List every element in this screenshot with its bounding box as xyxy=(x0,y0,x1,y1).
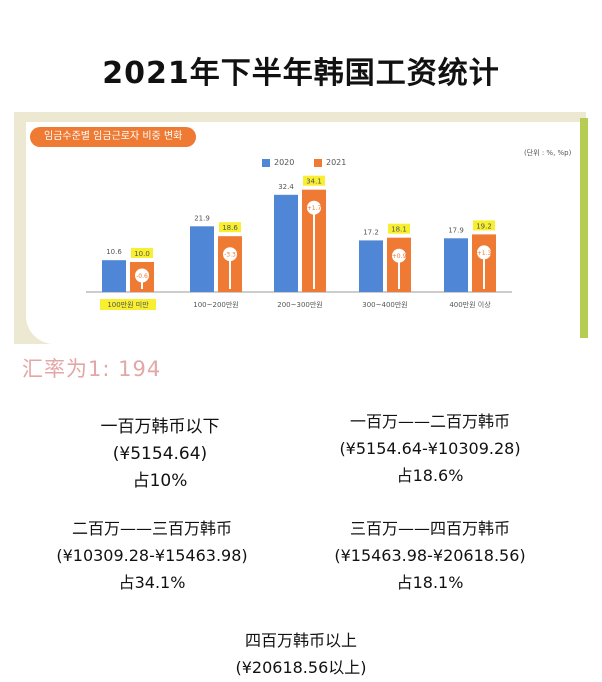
change-label-2: -3.3 xyxy=(224,252,236,259)
value-label-2021-5: 19.2 xyxy=(476,222,492,230)
category-label-5: 400만원 이상 xyxy=(449,300,491,309)
value-highlight-3 xyxy=(303,175,325,186)
bracket-3-yuan: (¥10309.28-¥15463.98) xyxy=(56,546,248,565)
bracket-4-share: 占18.1% xyxy=(396,573,464,592)
value-label-2021-2: 18.6 xyxy=(222,224,238,232)
bracket-2-share: 占18.6% xyxy=(396,466,464,485)
legend-swatch-2021 xyxy=(314,158,322,167)
change-badge-3 xyxy=(307,200,321,215)
chart-title: 임금수준별 임금근로자 비중 변화 xyxy=(30,127,197,147)
value-label-2021-1: 10.0 xyxy=(134,250,150,258)
value-label-2020-5: 17.9 xyxy=(448,226,464,234)
bracket-5-yuan: (¥20618.56以上) xyxy=(235,658,367,677)
legend-swatch-2020 xyxy=(262,158,270,167)
value-label-2021-4: 18.1 xyxy=(391,226,407,234)
change-label-5: +1.3 xyxy=(477,250,492,257)
category-label-3: 200~300만원 xyxy=(277,300,322,309)
bracket-3: 二百万——三百万韩币 (¥10309.28-¥15463.98) 占34.1% xyxy=(22,515,282,596)
bar-2020-5 xyxy=(444,238,468,292)
bracket-2: 一百万——二百万韩币 (¥5154.64-¥10309.28) 占18.6% xyxy=(300,408,560,489)
category-label-1: 100만원 미만 xyxy=(107,300,149,309)
change-label-4: +0.9 xyxy=(392,253,407,260)
bracket-1: 一百万韩币以下 (¥5154.64) 占10% xyxy=(50,414,270,495)
bracket-2-yuan: (¥5154.64-¥10309.28) xyxy=(339,439,521,458)
bracket-1-range: 一百万韩币以下 xyxy=(100,417,220,437)
value-highlight-4 xyxy=(388,223,410,234)
bracket-2-range: 一百万——二百万韩币 xyxy=(349,412,510,431)
legend-label-2021: 2021 xyxy=(326,158,347,167)
value-label-2020-3: 32.4 xyxy=(278,183,294,191)
change-badge-1 xyxy=(135,268,149,283)
value-label-2020-2: 21.9 xyxy=(194,214,210,222)
unit-label: (단위 : %, %p) xyxy=(524,149,572,157)
category-label-2: 100~200만원 xyxy=(193,300,238,309)
bracket-4-range: 三百万——四百万韩币 xyxy=(349,519,510,538)
value-label-2020-1: 10.6 xyxy=(106,248,122,256)
legend-2020: 2020 xyxy=(262,158,294,167)
value-highlight-5 xyxy=(473,220,495,231)
change-label-1: -0.6 xyxy=(136,273,148,280)
bracket-5-range: 四百万韩币以上 xyxy=(244,631,357,650)
category-highlight-1 xyxy=(100,299,156,310)
bracket-1-yuan: (¥5154.64) xyxy=(112,444,208,464)
bracket-4: 三百万——四百万韩币 (¥15463.98-¥20618.56) 占18.1% xyxy=(300,515,560,596)
value-highlight-1 xyxy=(131,248,153,258)
panel-accent-bar xyxy=(580,118,588,338)
bar-2020-4 xyxy=(359,240,383,292)
bracket-5: 四百万韩币以上 (¥20618.56以上) xyxy=(171,627,431,681)
page-title: 2021年下半年韩国工资统计 xyxy=(102,56,500,91)
change-label-3: +1.7 xyxy=(307,205,322,212)
bracket-1-share: 占10% xyxy=(132,471,188,491)
bracket-3-share: 占34.1% xyxy=(118,573,186,592)
bar-2020-2 xyxy=(190,226,214,292)
exchange-rate-label: 汇率为1: 194 xyxy=(22,357,162,381)
value-label-2020-4: 17.2 xyxy=(363,228,379,236)
bracket-3-range: 二百万——三百万韩币 xyxy=(71,519,232,538)
legend-label-2020: 2020 xyxy=(274,158,295,167)
bracket-4-yuan: (¥15463.98-¥20618.56) xyxy=(334,546,526,565)
value-highlight-2 xyxy=(219,222,241,233)
value-label-2021-3: 34.1 xyxy=(306,178,322,186)
change-badge-2 xyxy=(223,247,237,262)
change-badge-5 xyxy=(477,245,491,260)
legend-2021: 2021 xyxy=(314,158,346,167)
category-label-4: 300~400만원 xyxy=(362,300,407,309)
bar-2020-3 xyxy=(274,194,298,292)
change-badge-4 xyxy=(392,248,406,263)
bar-2020-1 xyxy=(102,260,126,292)
